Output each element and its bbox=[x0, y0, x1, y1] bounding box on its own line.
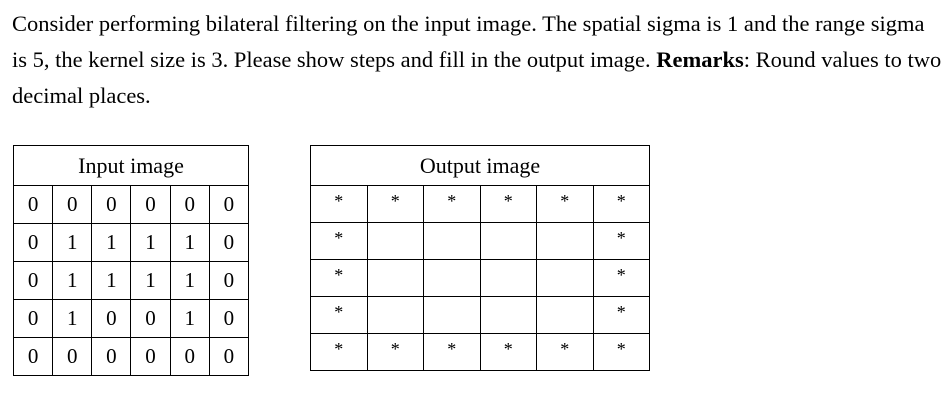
output-pixel-cell: * bbox=[423, 185, 481, 223]
question-part1: Consider performing bilateral filtering … bbox=[12, 11, 925, 72]
output-pixel-cell: * bbox=[592, 259, 650, 297]
output-pixel-cell[interactable] bbox=[423, 296, 481, 334]
table-row: * * bbox=[310, 296, 650, 334]
output-pixel-cell[interactable] bbox=[423, 222, 481, 260]
question-text: Consider performing bilateral filtering … bbox=[12, 6, 942, 114]
output-pixel-cell: * bbox=[310, 222, 368, 260]
input-pixel-cell: 0 bbox=[52, 337, 93, 376]
output-pixel-cell: * bbox=[592, 222, 650, 260]
output-pixel-cell: * bbox=[310, 333, 368, 371]
output-pixel-cell[interactable] bbox=[479, 296, 537, 334]
input-pixel-cell: 0 bbox=[208, 299, 250, 338]
input-pixel-cell: 0 bbox=[130, 185, 171, 224]
input-pixel-cell: 0 bbox=[208, 337, 250, 376]
output-pixel-cell[interactable] bbox=[366, 296, 424, 334]
output-pixel-cell: * bbox=[366, 333, 424, 371]
question-part2: : Round values to two decimal places. bbox=[12, 47, 942, 108]
output-pixel-cell[interactable] bbox=[423, 259, 481, 297]
output-pixel-cell: * bbox=[592, 333, 650, 371]
output-pixel-cell[interactable] bbox=[479, 222, 537, 260]
input-pixel-cell: 0 bbox=[12, 337, 54, 376]
input-pixel-cell: 0 bbox=[12, 185, 54, 224]
input-pixel-cell: 1 bbox=[169, 261, 210, 300]
output-pixel-cell[interactable] bbox=[479, 259, 537, 297]
input-pixel-cell: 1 bbox=[169, 223, 210, 262]
output-pixel-cell: * bbox=[592, 296, 650, 334]
output-pixel-cell: * bbox=[423, 333, 481, 371]
table-row: * * bbox=[310, 222, 650, 260]
output-pixel-cell: * bbox=[310, 296, 368, 334]
input-pixel-cell: 0 bbox=[208, 185, 250, 224]
input-pixel-cell: 0 bbox=[130, 337, 171, 376]
input-pixel-cell: 1 bbox=[130, 223, 171, 262]
input-pixel-cell: 0 bbox=[169, 337, 210, 376]
input-pixel-cell: 1 bbox=[52, 261, 93, 300]
table-row: * * * * * * bbox=[310, 333, 650, 371]
input-pixel-cell: 0 bbox=[12, 299, 54, 338]
output-pixel-cell: * bbox=[592, 185, 650, 223]
input-pixel-cell: 1 bbox=[169, 299, 210, 338]
input-pixel-cell: 1 bbox=[91, 261, 132, 300]
output-pixel-cell[interactable] bbox=[536, 259, 594, 297]
input-pixel-cell: 0 bbox=[208, 261, 250, 300]
table-row: * * * * * * bbox=[310, 185, 650, 223]
input-pixel-cell: 1 bbox=[91, 223, 132, 262]
input-pixel-cell: 0 bbox=[130, 299, 171, 338]
output-pixel-cell[interactable] bbox=[536, 222, 594, 260]
input-pixel-cell: 0 bbox=[12, 261, 54, 300]
input-pixel-cell: 0 bbox=[12, 223, 54, 262]
output-pixel-cell: * bbox=[536, 333, 594, 371]
output-pixel-cell: * bbox=[366, 185, 424, 223]
input-pixel-cell: 1 bbox=[52, 223, 93, 262]
output-pixel-cell: * bbox=[479, 333, 537, 371]
remarks-label: Remarks bbox=[656, 47, 744, 72]
output-pixel-cell[interactable] bbox=[366, 222, 424, 260]
input-pixel-cell: 0 bbox=[91, 185, 132, 224]
output-image-body: * * * * * * * * * * * * * * * * * * bbox=[310, 185, 650, 371]
output-image-table: Output image * * * * * * * * * * * * * * * * * * bbox=[310, 145, 650, 371]
output-pixel-cell: * bbox=[479, 185, 537, 223]
output-image-title: Output image bbox=[310, 145, 650, 186]
input-pixel-cell: 0 bbox=[208, 223, 250, 262]
input-pixel-cell: 1 bbox=[52, 299, 93, 338]
input-pixel-cell: 0 bbox=[52, 185, 93, 224]
table-row: * * bbox=[310, 259, 650, 297]
output-pixel-cell: * bbox=[310, 259, 368, 297]
input-pixel-cell: 0 bbox=[169, 185, 210, 224]
input-image-title: Input image bbox=[13, 145, 249, 186]
output-pixel-cell[interactable] bbox=[366, 259, 424, 297]
output-pixel-cell: * bbox=[536, 185, 594, 223]
input-pixel-cell: 1 bbox=[130, 261, 171, 300]
output-pixel-cell: * bbox=[310, 185, 368, 223]
output-pixel-cell[interactable] bbox=[536, 296, 594, 334]
input-pixel-cell: 0 bbox=[91, 337, 132, 376]
input-pixel-cell: 0 bbox=[91, 299, 132, 338]
